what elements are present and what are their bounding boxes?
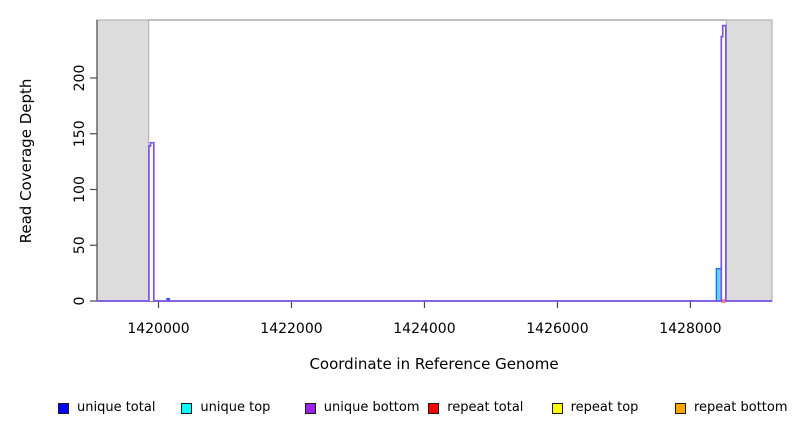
legend-label: repeat total (447, 400, 524, 415)
x-axis-tick-label: 1420000 (127, 321, 189, 337)
y-axis-tick-label: 100 (72, 176, 88, 203)
legend-label: repeat top (570, 400, 639, 415)
series-unique-bottom-fill (97, 25, 772, 301)
legend-label: unique bottom (323, 400, 420, 415)
legend-label: unique top (200, 400, 271, 415)
series-repeat-total-bar (721, 299, 726, 303)
legend-swatch-unique-top (181, 402, 193, 414)
legend-item-repeat-bottom: repeat bottom (675, 399, 788, 417)
x-axis-tick-label: 1424000 (393, 321, 455, 337)
shaded-region-1 (725, 19, 773, 302)
legend-label: unique total (77, 400, 156, 415)
legend-item-repeat-total: repeat total (428, 399, 523, 417)
legend-item-unique-bottom: unique bottom (304, 399, 420, 417)
legend-swatch-repeat-top (551, 402, 563, 414)
legend-swatch-repeat-bottom (675, 402, 686, 414)
y-axis-tick-label: 150 (72, 120, 88, 147)
legend-item-unique-top: unique top (181, 399, 270, 417)
legend-swatch-unique-total (58, 402, 69, 414)
y-axis-title: Read Coverage Depth (17, 79, 35, 244)
shaded-region-0 (96, 19, 150, 302)
legend-swatch-repeat-total (428, 402, 440, 414)
y-axis-tick-label: 0 (72, 297, 88, 306)
x-axis-title: Coordinate in Reference Genome (309, 355, 558, 373)
legend-swatch-unique-bottom (304, 402, 316, 414)
plot-frame (96, 19, 773, 302)
legend-item-repeat-top: repeat top (551, 399, 639, 417)
x-axis-tick-label: 1426000 (526, 321, 588, 337)
series-unique-bottom-line (97, 24, 772, 302)
chart-legend: unique total unique top unique bottom repea… (0, 399, 792, 421)
y-axis-tick-label: 50 (72, 236, 88, 254)
legend-item-unique-total: unique total (58, 399, 155, 417)
y-axis-tick-label: 200 (72, 65, 88, 92)
legend-label: repeat bottom (694, 400, 788, 415)
x-axis-tick-label: 1428000 (659, 321, 721, 337)
x-axis-tick-label: 1422000 (260, 321, 322, 337)
